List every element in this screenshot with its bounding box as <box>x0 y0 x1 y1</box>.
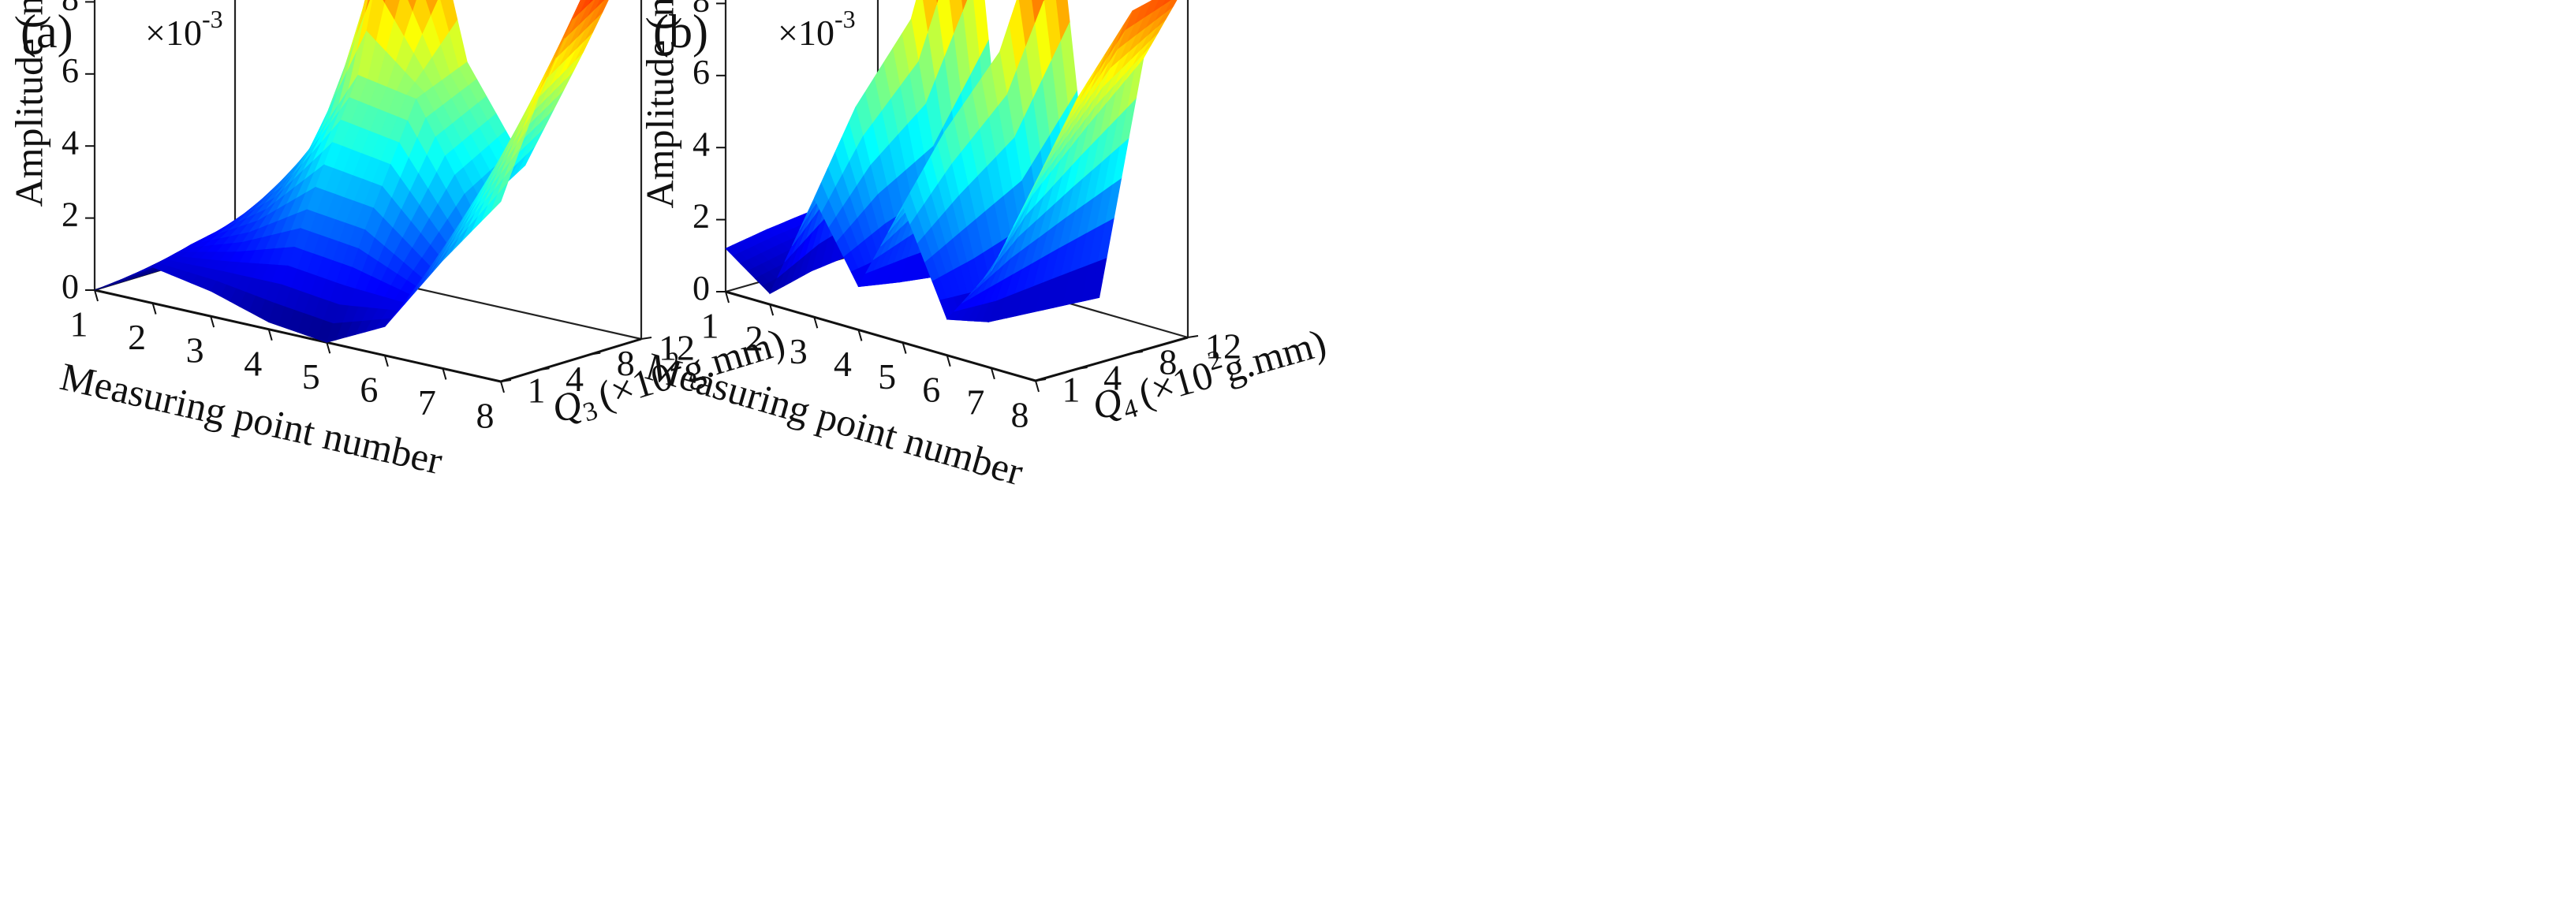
front-axes <box>725 290 1189 382</box>
y-tick-mark <box>1077 367 1088 370</box>
y-tick-mark <box>590 352 601 356</box>
z-tick-label: 0 <box>62 267 79 306</box>
chart-panel-a: 024681012Amplitude (mm)12345678Measuring… <box>6 0 790 482</box>
z-tick-label: 6 <box>62 51 79 90</box>
x-tick-label: 2 <box>745 318 763 359</box>
surface-patch <box>364 0 371 13</box>
y-ticks: 1 4 8 12 <box>1035 326 1241 410</box>
y-tick-label: 12 <box>659 328 695 368</box>
x-tick-mark <box>210 315 215 328</box>
surface <box>725 0 1178 322</box>
x-axis-line <box>94 289 502 383</box>
x-tick-label: 8 <box>1011 395 1029 435</box>
x-tick-label: 6 <box>922 369 940 409</box>
panel-label: (b) <box>653 6 708 58</box>
x-tick-mark <box>383 355 389 367</box>
x-tick-mark <box>857 330 863 341</box>
surface-patch <box>579 0 591 13</box>
z-ticks: 024681012 <box>62 0 95 306</box>
y-tick-label: 12 <box>1205 326 1241 367</box>
z-tick-label: 4 <box>62 123 79 162</box>
y-tick-label: 1 <box>528 371 546 411</box>
x-tick-mark <box>769 304 775 316</box>
z-tick-label: 4 <box>693 125 710 163</box>
y-tick-label: 4 <box>566 359 584 399</box>
x-tick-label: 1 <box>70 304 88 345</box>
x-tick-label: 8 <box>476 396 495 436</box>
z-tick-label: 6 <box>693 53 710 91</box>
x-tick-label: 5 <box>302 356 320 397</box>
y-tick-label: 8 <box>1159 342 1177 382</box>
x-axis-line <box>725 290 1036 382</box>
y-tick-label: 8 <box>617 343 635 383</box>
x-tick-mark <box>725 291 730 304</box>
z-tick-label: 2 <box>62 196 79 234</box>
z-tick-label: 8 <box>62 0 79 17</box>
exponent-label: ×10-3 <box>778 5 856 52</box>
x-tick-label: 7 <box>418 382 436 423</box>
surface-patch <box>587 0 594 6</box>
x-tick-label: 4 <box>244 343 262 383</box>
x-tick-label: 5 <box>878 356 896 397</box>
x-tick-mark <box>990 367 995 380</box>
y-tick-mark <box>1187 335 1199 338</box>
x-tick-label: 4 <box>834 344 852 384</box>
x-tick-mark <box>326 342 331 354</box>
x-tick-mark <box>94 289 99 302</box>
exponent-power: -3 <box>834 5 856 33</box>
z-axis-title: Amplitude (mm) <box>637 0 681 209</box>
x-tick-mark <box>442 368 447 380</box>
z-axis-title: Amplitude (mm) <box>6 0 50 207</box>
y-tick-mark <box>1132 351 1143 354</box>
exponent-power: -3 <box>202 5 223 33</box>
surface <box>94 0 609 343</box>
surface-patch <box>1028 168 1043 198</box>
x-tick-mark <box>902 342 907 354</box>
exponent-base: ×10 <box>778 13 834 53</box>
front-axes <box>94 289 642 383</box>
y-tick-mark <box>640 337 652 340</box>
x-tick-label: 3 <box>790 331 808 371</box>
z-tick-label: 0 <box>693 269 710 307</box>
z-tick-label: 8 <box>693 0 710 19</box>
exponent-label: ×10-3 <box>145 5 223 52</box>
y-tick-label: 4 <box>1103 358 1122 398</box>
surface-patch <box>595 0 605 9</box>
x-tick-mark <box>813 317 819 329</box>
surface-patch <box>491 183 508 212</box>
x-tick-label: 6 <box>360 369 378 409</box>
y-axis-line <box>1035 336 1189 382</box>
x-tick-label: 1 <box>701 306 719 346</box>
y-tick-label: 1 <box>1062 370 1081 410</box>
y-axis-line <box>500 337 642 383</box>
x-tick-label: 3 <box>186 330 204 371</box>
exponent-base: ×10 <box>145 13 202 53</box>
x-tick-mark <box>1035 380 1040 393</box>
x-tick-mark <box>946 355 951 367</box>
y-tick-mark <box>539 367 550 371</box>
y-axis-unit-pre: (×10 <box>1133 352 1218 415</box>
z-tick-label: 2 <box>693 197 710 236</box>
x-tick-label: 7 <box>966 382 984 422</box>
x-tick-mark <box>500 381 505 393</box>
x-tick-label: 2 <box>128 317 146 357</box>
chart-panel-b: 024681012Amplitude (mm)12345678Measuring… <box>637 0 1331 494</box>
z-ticks: 024681012 <box>693 0 726 307</box>
y-ticks: 1 4 8 12 <box>500 328 695 411</box>
surface-patch <box>961 0 969 13</box>
x-tick-mark <box>151 303 157 315</box>
x-tick-mark <box>267 329 273 341</box>
panel-label: (a) <box>21 6 73 58</box>
y-tick-mark <box>500 379 512 382</box>
y-tick-mark <box>1035 378 1047 382</box>
